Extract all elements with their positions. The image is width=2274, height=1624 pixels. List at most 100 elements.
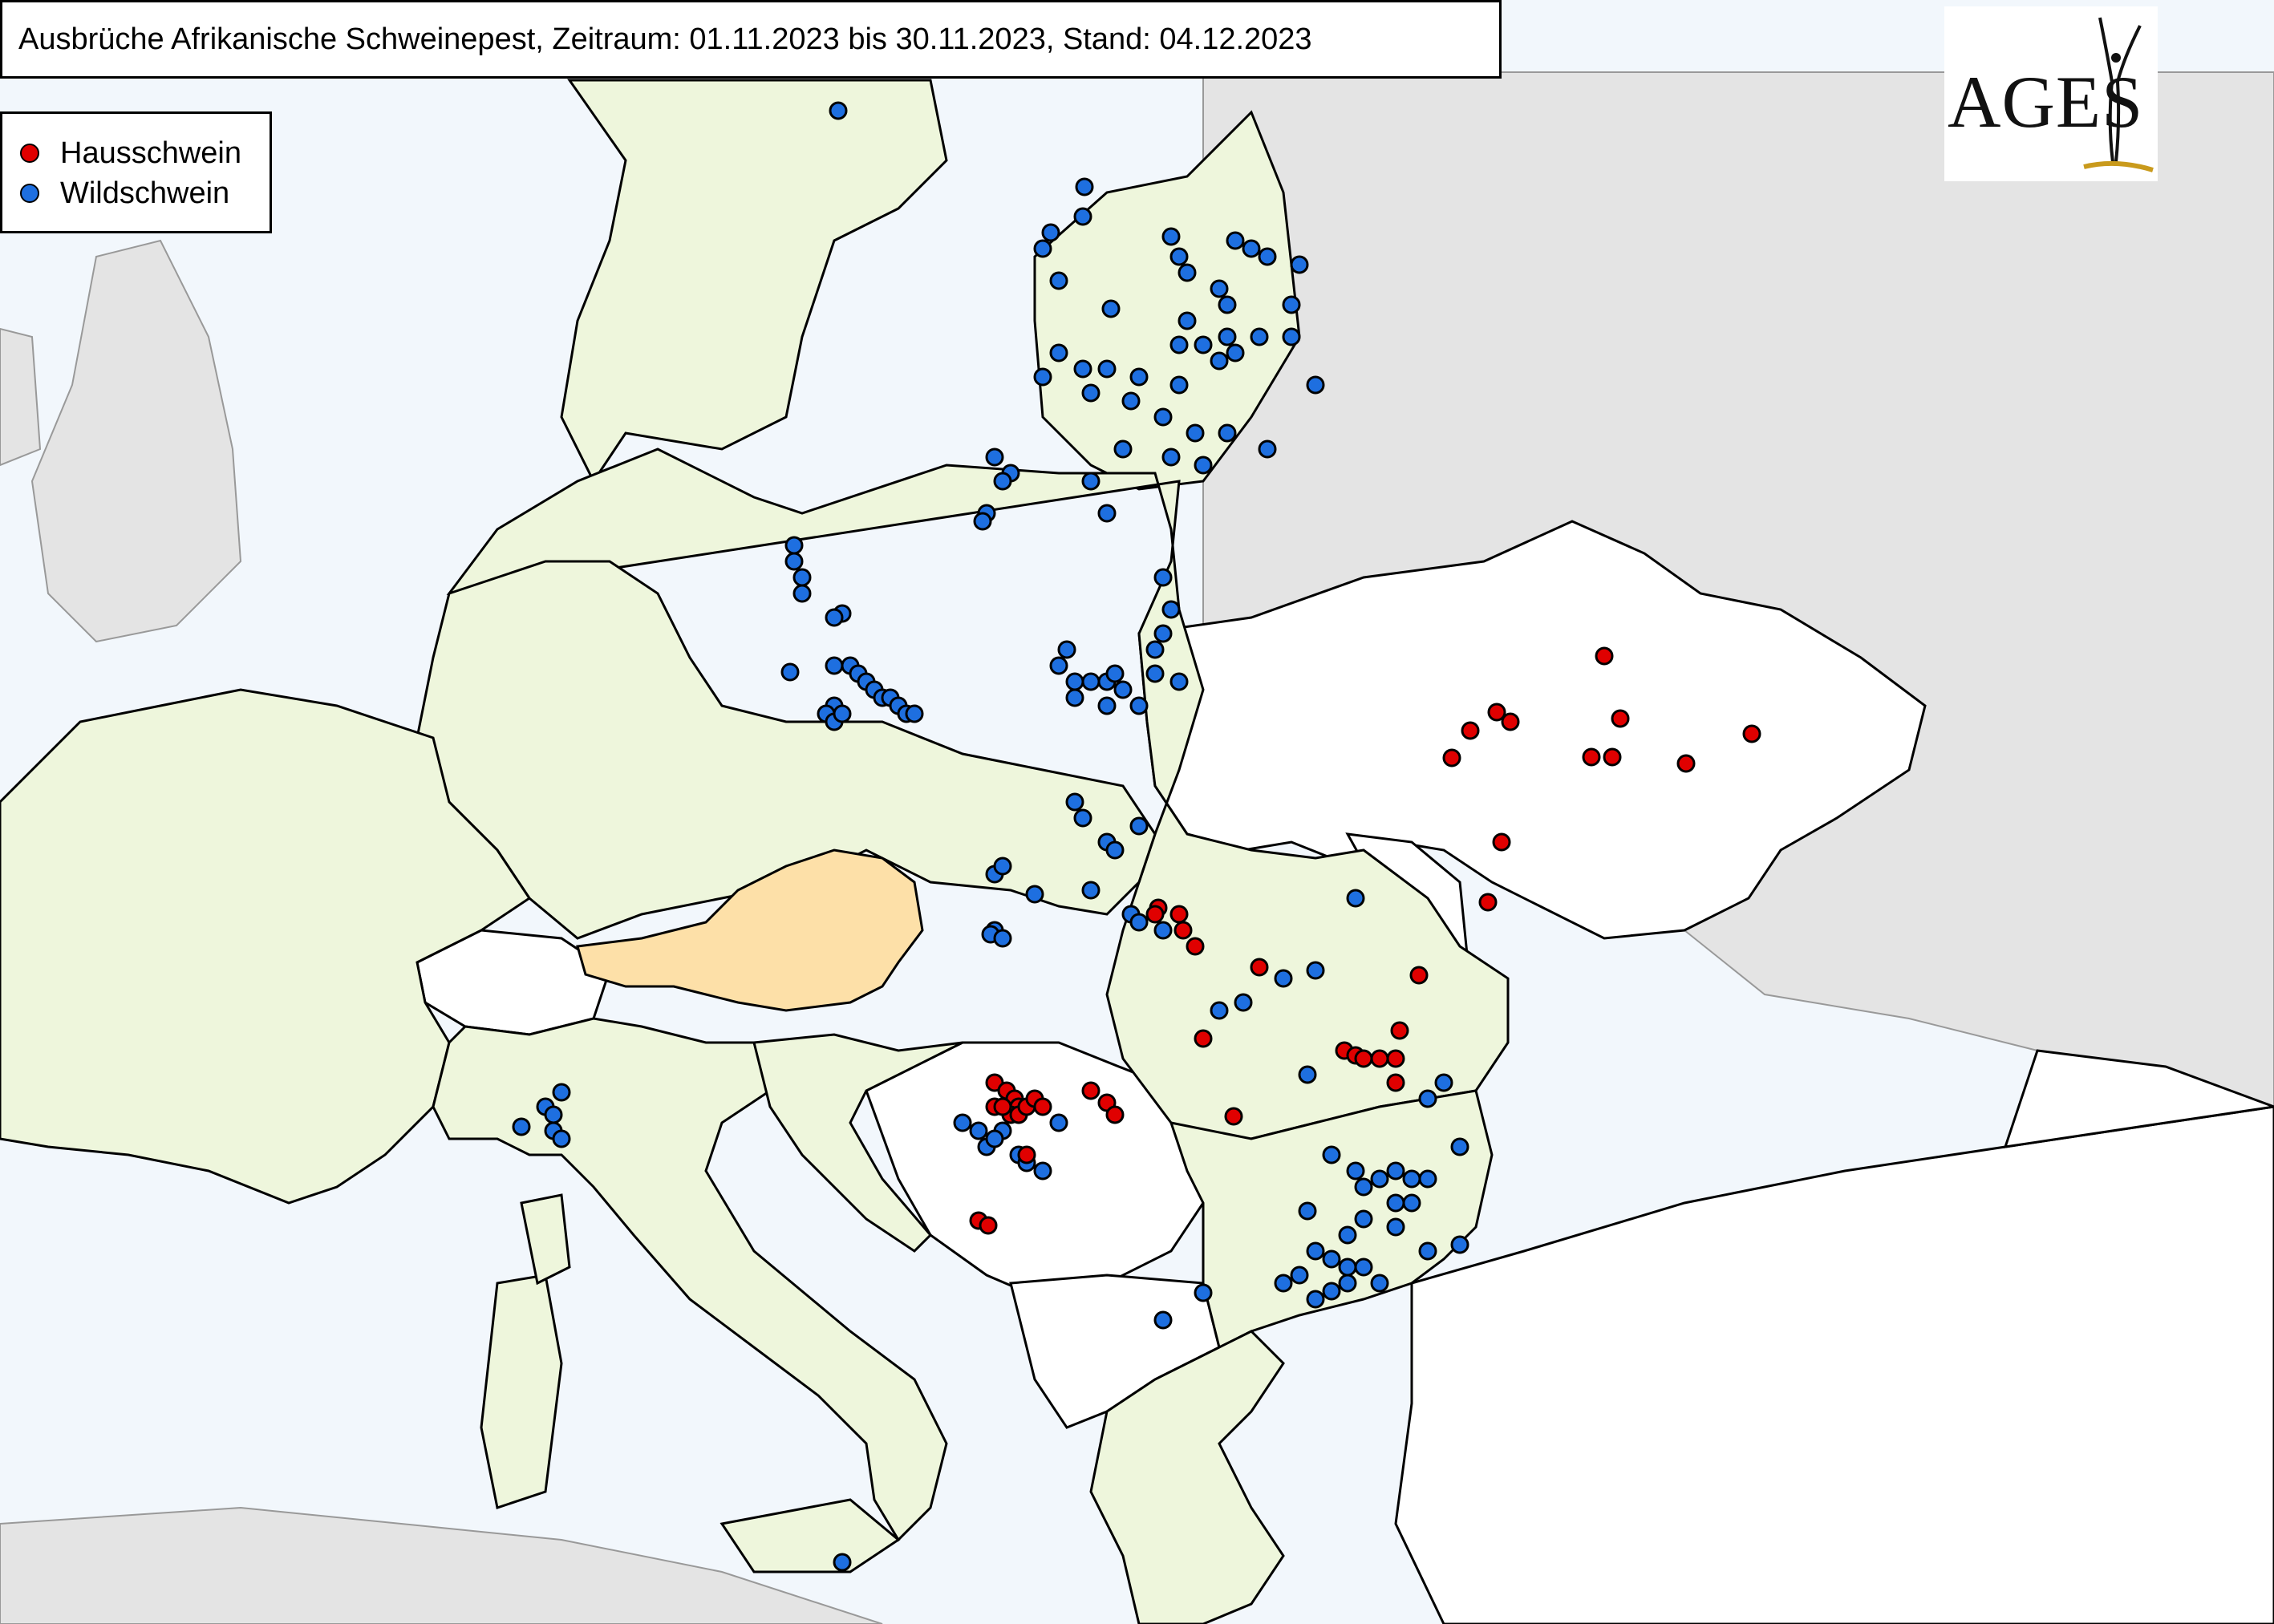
scandinavia (560, 79, 948, 484)
outbreak-marker-wildschwein (1178, 263, 1197, 282)
outbreak-marker-wildschwein (1234, 993, 1253, 1012)
legend-item-hausschwein: Hausschwein (20, 133, 270, 173)
outbreak-marker-wildschwein (1306, 375, 1325, 395)
outbreak-marker-wildschwein (1418, 1089, 1437, 1108)
outbreak-marker-wildschwein (1153, 568, 1173, 587)
outbreak-marker-wildschwein (1402, 1169, 1421, 1189)
outbreak-marker-wildschwein (1354, 1209, 1373, 1229)
outbreak-marker-wildschwein (1306, 961, 1325, 980)
great-britain (30, 239, 242, 643)
outbreak-marker-hausschwein (1033, 1097, 1052, 1116)
outbreak-marker-wildschwein (1073, 359, 1092, 379)
outbreak-marker-wildschwein (1161, 448, 1181, 467)
outbreak-marker-wildschwein (985, 448, 1004, 467)
outbreak-marker-wildschwein (1298, 1201, 1317, 1221)
outbreak-marker-wildschwein (1073, 808, 1092, 828)
outbreak-marker-wildschwein (1049, 656, 1068, 675)
outbreak-marker-wildschwein (1081, 383, 1101, 403)
outbreak-marker-wildschwein (1065, 792, 1084, 812)
outbreak-marker-hausschwein (1501, 712, 1520, 731)
legend-marker-red (20, 144, 39, 163)
outbreak-marker-hausschwein (1186, 937, 1205, 956)
outbreak-marker-wildschwein (1434, 1073, 1453, 1092)
outbreak-marker-wildschwein (1210, 351, 1229, 371)
outbreak-marker-wildschwein (1226, 343, 1245, 362)
outbreak-marker-wildschwein (1121, 391, 1141, 411)
outbreak-marker-wildschwein (1418, 1241, 1437, 1261)
outbreak-marker-wildschwein (1226, 231, 1245, 250)
outbreak-marker-wildschwein (1105, 840, 1125, 860)
outbreak-marker-wildschwein (1081, 881, 1101, 900)
outbreak-marker-hausschwein (979, 1216, 998, 1235)
outbreak-marker-hausschwein (1354, 1049, 1373, 1068)
outbreak-marker-wildschwein (1218, 423, 1237, 443)
outbreak-marker-wildschwein (1322, 1249, 1341, 1269)
outbreak-marker-wildschwein (1274, 1274, 1293, 1293)
outbreak-marker-hausschwein (1582, 747, 1601, 767)
outbreak-marker-wildschwein (1194, 335, 1213, 354)
map-title-text: Ausbrüche Afrikanische Schweinepest, Zei… (18, 22, 1312, 56)
outbreak-marker-wildschwein (784, 552, 804, 571)
outbreak-marker-wildschwein (833, 704, 852, 723)
outbreak-marker-wildschwein (552, 1129, 571, 1148)
outbreak-marker-wildschwein (1113, 439, 1133, 459)
outbreak-marker-wildschwein (1450, 1235, 1469, 1254)
legend-label: Wildschwein (60, 176, 230, 210)
outbreak-marker-wildschwein (1338, 1257, 1357, 1277)
outbreak-marker-wildschwein (1370, 1169, 1389, 1189)
outbreak-marker-hausschwein (1250, 958, 1269, 977)
outbreak-marker-wildschwein (1178, 311, 1197, 330)
outbreak-marker-wildschwein (829, 101, 848, 120)
corsica (520, 1193, 571, 1286)
outbreak-marker-wildschwein (1290, 1266, 1309, 1285)
outbreak-marker-hausschwein (1742, 724, 1761, 743)
outbreak-marker-wildschwein (1097, 504, 1117, 523)
outbreak-marker-wildschwein (1145, 640, 1165, 659)
outbreak-marker-hausschwein (1386, 1049, 1405, 1068)
outbreak-marker-wildschwein (1354, 1257, 1373, 1277)
outbreak-marker-wildschwein (1153, 624, 1173, 643)
croatia-slovenia (752, 1033, 963, 1253)
outbreak-marker-wildschwein (1169, 672, 1189, 691)
outbreak-marker-wildschwein (1370, 1274, 1389, 1293)
outbreak-marker-wildschwein (1169, 335, 1189, 354)
outbreak-marker-wildschwein (969, 1121, 988, 1140)
outbreak-marker-hausschwein (1676, 754, 1696, 773)
outbreak-marker-wildschwein (1194, 456, 1213, 475)
outbreak-marker-wildschwein (1306, 1290, 1325, 1309)
black-sea-east (2003, 1049, 2274, 1148)
outbreak-marker-wildschwein (552, 1083, 571, 1102)
sicily (719, 1498, 901, 1573)
outbreak-marker-wildschwein (1210, 1001, 1229, 1020)
outbreak-marker-wildschwein (953, 1113, 972, 1132)
outbreak-marker-wildschwein (1258, 439, 1277, 459)
outbreak-marker-wildschwein (1113, 680, 1133, 699)
outbreak-marker-wildschwein (1129, 913, 1149, 932)
austria (576, 848, 924, 1012)
outbreak-marker-hausschwein (1595, 646, 1614, 666)
outbreak-marker-wildschwein (1101, 299, 1121, 318)
outbreak-marker-wildschwein (1041, 223, 1060, 242)
outbreak-marker-wildschwein (1033, 367, 1052, 387)
outbreak-markers (512, 101, 1761, 1572)
bulgaria-greece-east (1169, 1089, 1494, 1350)
outbreak-marker-wildschwein (1153, 1310, 1173, 1330)
outbreak-marker-wildschwein (1129, 367, 1149, 387)
outbreak-marker-hausschwein (1194, 1029, 1213, 1048)
outbreak-marker-wildschwein (985, 1129, 1004, 1148)
outbreak-marker-hausschwein (1487, 703, 1506, 722)
outbreak-marker-wildschwein (1145, 664, 1165, 683)
legend-label: Hausschwein (60, 136, 241, 170)
outbreak-marker-hausschwein (1442, 748, 1461, 767)
outbreak-marker-wildschwein (1322, 1145, 1341, 1164)
outbreak-marker-wildschwein (993, 929, 1012, 948)
outbreak-marker-hausschwein (1390, 1021, 1409, 1040)
outbreak-marker-hausschwein (1370, 1049, 1389, 1068)
outbreak-marker-wildschwein (1282, 295, 1301, 314)
outbreak-marker-hausschwein (1478, 893, 1498, 912)
legend-marker-blue (20, 184, 39, 203)
outbreak-marker-wildschwein (1153, 407, 1173, 427)
outbreak-marker-wildschwein (1129, 816, 1149, 836)
outbreak-marker-wildschwein (792, 568, 812, 587)
